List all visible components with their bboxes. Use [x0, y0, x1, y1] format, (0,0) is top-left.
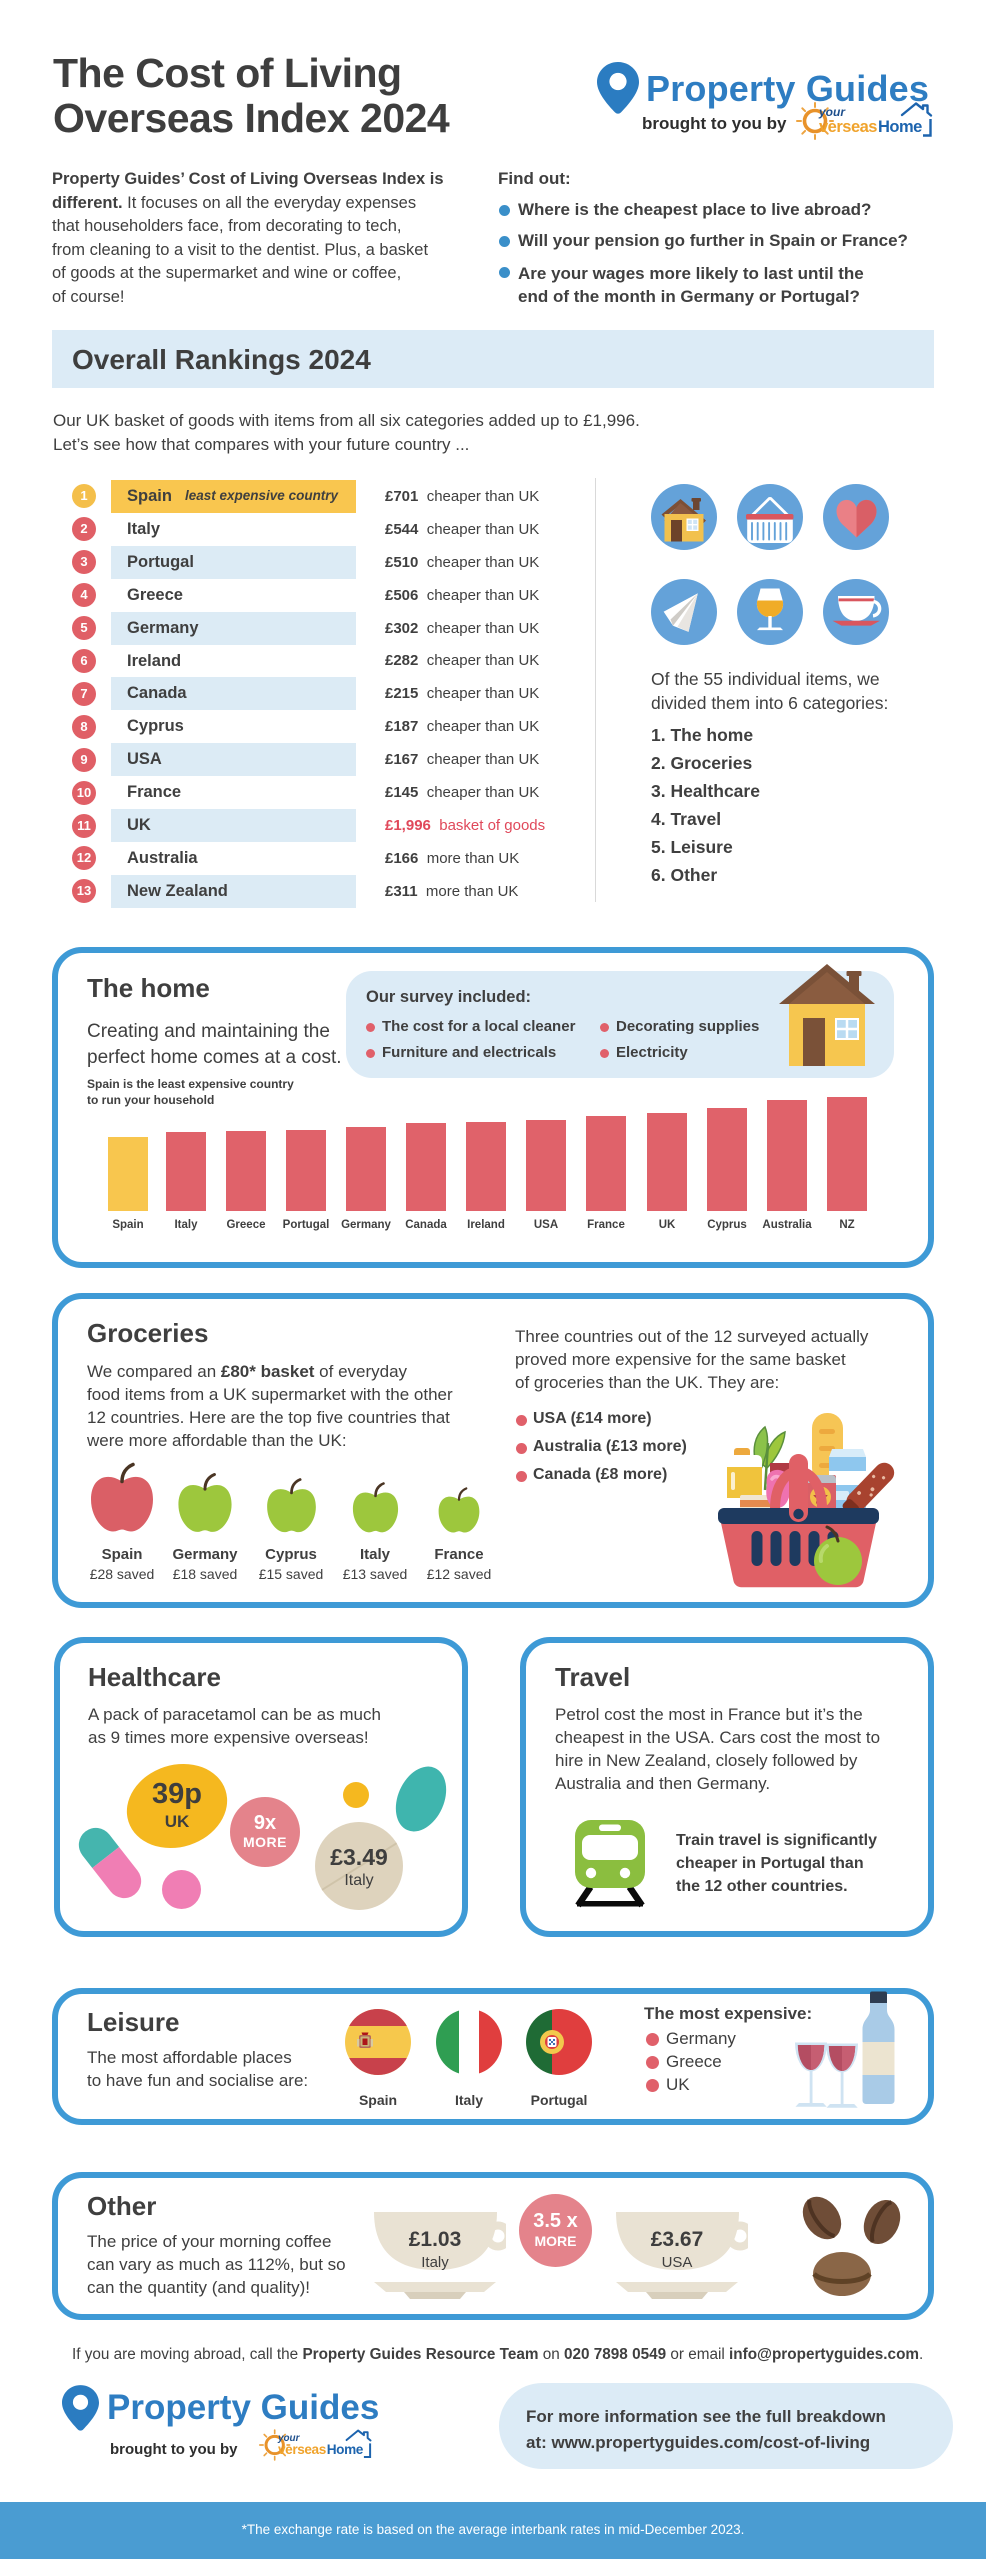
svg-text:verseas: verseas	[819, 118, 877, 136]
svg-text:Home: Home	[327, 2442, 364, 2457]
svg-text:your: your	[277, 2433, 301, 2444]
svg-text:verseas: verseas	[278, 2442, 327, 2457]
svg-text:your: your	[818, 105, 846, 119]
svg-text:Home: Home	[878, 118, 922, 136]
